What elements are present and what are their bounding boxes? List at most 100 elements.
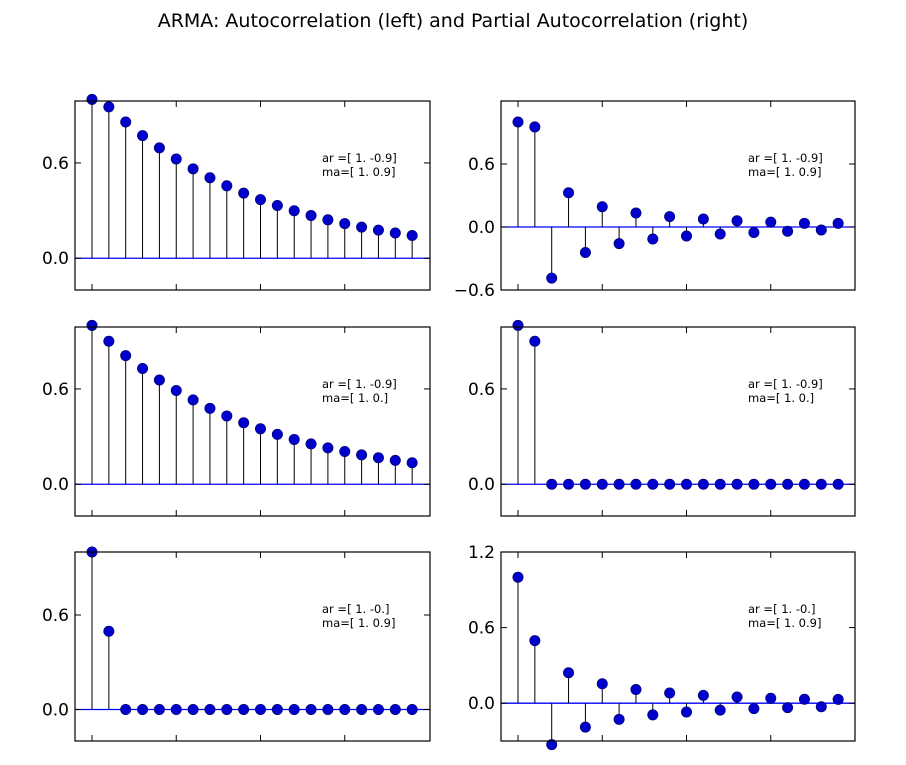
- data-point-8: [647, 478, 659, 490]
- data-point-3: [563, 667, 575, 679]
- annotation-line-1: ma=[ 1. 0.9]: [748, 616, 821, 630]
- data-point-8: [647, 233, 659, 245]
- annotation-line-0: ar =[ 1. -0.9]: [322, 151, 397, 165]
- data-point-18: [389, 454, 401, 466]
- y-tick-label: 0.6: [42, 380, 69, 400]
- annotation-line-0: ar =[ 1. -0.]: [748, 602, 815, 616]
- data-point-1: [103, 335, 115, 347]
- data-point-8: [221, 180, 233, 192]
- data-point-4: [153, 703, 165, 715]
- data-point-18: [815, 701, 827, 713]
- y-tick-label: 0.0: [42, 475, 69, 495]
- data-point-15: [339, 446, 351, 458]
- data-point-3: [137, 362, 149, 374]
- plot-frame: [500, 551, 856, 742]
- data-point-17: [372, 703, 384, 715]
- data-point-2: [120, 703, 132, 715]
- data-point-7: [204, 172, 216, 184]
- data-point-12: [714, 228, 726, 240]
- data-point-11: [697, 689, 709, 701]
- annotation-line-1: ma=[ 1. 0.]: [322, 391, 388, 405]
- data-point-12: [714, 478, 726, 490]
- data-point-14: [322, 442, 334, 454]
- data-point-10: [255, 194, 267, 206]
- annotation-line-0: ar =[ 1. -0.9]: [748, 377, 823, 391]
- data-point-15: [765, 692, 777, 704]
- data-point-17: [798, 217, 810, 229]
- data-point-19: [406, 230, 418, 242]
- data-point-0: [512, 571, 524, 583]
- data-point-6: [187, 163, 199, 175]
- data-point-12: [288, 433, 300, 445]
- data-point-14: [748, 703, 760, 715]
- data-point-17: [372, 224, 384, 236]
- data-point-7: [204, 402, 216, 414]
- data-point-4: [579, 247, 591, 259]
- data-point-10: [255, 703, 267, 715]
- data-point-7: [204, 703, 216, 715]
- data-point-11: [697, 213, 709, 225]
- y-tick-label: 0.6: [468, 380, 495, 400]
- data-point-6: [613, 238, 625, 250]
- subplot-row1-right: 0.6 0.0 −0.6 ar =[ 1. -0.9]ma=[ 1. 0.9]: [454, 100, 856, 301]
- data-point-11: [697, 478, 709, 490]
- data-point-9: [238, 703, 250, 715]
- data-point-2: [120, 350, 132, 362]
- data-point-18: [815, 224, 827, 236]
- data-point-16: [782, 702, 794, 714]
- data-point-3: [137, 130, 149, 142]
- data-point-2: [546, 739, 558, 751]
- data-point-3: [137, 703, 149, 715]
- data-point-1: [103, 101, 115, 113]
- plot-frame: [74, 551, 431, 742]
- data-point-19: [832, 478, 844, 490]
- y-tick-label: 1.2: [468, 543, 495, 563]
- y-tick-label: −0.6: [454, 281, 495, 301]
- data-point-19: [832, 693, 844, 705]
- data-point-18: [815, 478, 827, 490]
- y-tick-label: 0.0: [468, 475, 495, 495]
- plot-frame: [74, 326, 431, 517]
- y-tick-label: 0.0: [42, 701, 69, 721]
- data-point-2: [546, 478, 558, 490]
- subplot-row3-right: 1.2 0.6 0.0 ar =[ 1. -0.]ma=[ 1. 0.9]: [468, 543, 856, 751]
- data-point-2: [546, 272, 558, 284]
- annotation-line-1: ma=[ 1. 0.9]: [322, 165, 395, 179]
- data-point-9: [664, 478, 676, 490]
- data-point-9: [664, 687, 676, 699]
- data-point-4: [153, 142, 165, 154]
- data-point-9: [238, 187, 250, 199]
- data-point-1: [529, 335, 541, 347]
- y-tick-label: 0.0: [42, 249, 69, 269]
- figure-title: ARMA: Autocorrelation (left) and Partial…: [157, 10, 749, 32]
- data-point-3: [563, 187, 575, 199]
- annotation-line-1: ma=[ 1. 0.]: [748, 391, 814, 405]
- data-point-5: [596, 678, 608, 690]
- data-point-16: [782, 478, 794, 490]
- annotation-line-0: ar =[ 1. -0.9]: [322, 377, 397, 391]
- data-point-10: [680, 478, 692, 490]
- subplot-row2-right: 0.6 0.0 ar =[ 1. -0.9]ma=[ 1. 0.]: [468, 319, 856, 517]
- y-tick-label: 0.6: [468, 619, 495, 639]
- subplot-row3-left: 0.6 0.0 ar =[ 1. -0.]ma=[ 1. 0.9]: [42, 546, 431, 742]
- data-point-4: [153, 374, 165, 386]
- plot-frame: [500, 326, 856, 517]
- data-point-12: [288, 703, 300, 715]
- data-point-8: [221, 703, 233, 715]
- y-tick-label: 0.0: [468, 218, 495, 238]
- data-point-6: [187, 703, 199, 715]
- data-point-10: [680, 706, 692, 718]
- data-point-8: [647, 709, 659, 721]
- data-point-4: [579, 478, 591, 490]
- data-point-11: [271, 428, 283, 440]
- data-point-1: [529, 635, 541, 647]
- data-point-4: [579, 721, 591, 733]
- data-point-12: [714, 704, 726, 716]
- data-point-7: [630, 478, 642, 490]
- data-point-13: [305, 438, 317, 450]
- data-point-5: [596, 201, 608, 213]
- data-point-3: [563, 478, 575, 490]
- data-point-2: [120, 116, 132, 128]
- data-point-14: [322, 703, 334, 715]
- data-point-13: [305, 210, 317, 222]
